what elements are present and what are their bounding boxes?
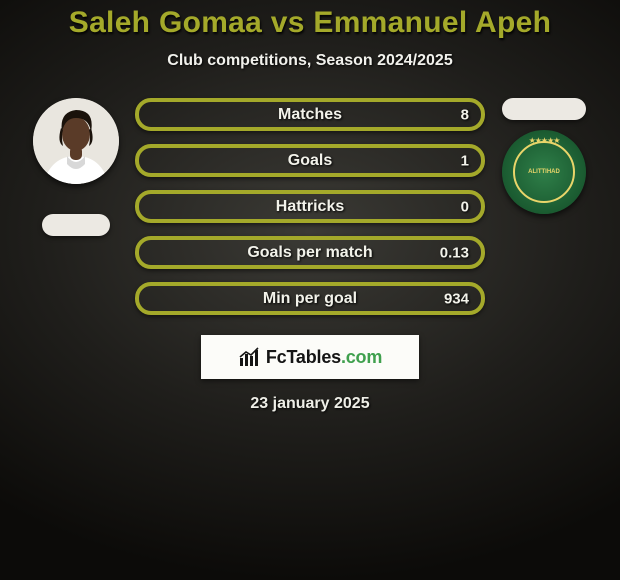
- stat-right-value: 1: [461, 152, 469, 169]
- left-side: [21, 98, 131, 236]
- brand-chart-icon: [238, 346, 262, 368]
- stat-bar: Min per goal 934: [135, 282, 485, 315]
- stat-right-value: 0.13: [440, 244, 469, 261]
- player-left-club-pill: [42, 214, 110, 236]
- brand-text: FcTables.com: [266, 347, 382, 368]
- player-right-club-crest: ★★★★★ ALITTIHAD: [502, 130, 586, 214]
- crest-inner: ALITTIHAD: [513, 141, 575, 203]
- page-title: Saleh Gomaa vs Emmanuel Apeh: [69, 6, 551, 40]
- container: Saleh Gomaa vs Emmanuel Apeh Club compet…: [0, 0, 620, 580]
- crest-text: ALITTIHAD: [528, 169, 560, 176]
- player-right-pill: [502, 98, 586, 120]
- brand-badge: FcTables.com: [201, 335, 419, 379]
- stat-label: Min per goal: [263, 290, 357, 308]
- stat-label: Goals: [288, 152, 332, 170]
- brand-suffix: .com: [341, 347, 382, 367]
- brand-name: FcTables: [266, 347, 341, 367]
- right-side: ★★★★★ ALITTIHAD: [489, 98, 599, 214]
- player-left-avatar-svg: [33, 98, 119, 184]
- stat-label: Matches: [278, 106, 342, 124]
- stat-bar: Matches 8: [135, 98, 485, 131]
- stat-bar: Goals per match 0.13: [135, 236, 485, 269]
- stat-right-value: 8: [461, 106, 469, 123]
- stat-bar: Goals 1: [135, 144, 485, 177]
- stat-bar: Hattricks 0: [135, 190, 485, 223]
- subtitle: Club competitions, Season 2024/2025: [167, 52, 452, 70]
- player-left-avatar: [33, 98, 119, 184]
- stat-right-value: 0: [461, 198, 469, 215]
- crest-stars-icon: ★★★★★: [529, 136, 560, 145]
- stat-label: Goals per match: [247, 244, 372, 262]
- stat-label: Hattricks: [276, 198, 344, 216]
- stat-right-value: 934: [444, 290, 469, 307]
- main-row: Matches 8 Goals 1 Hattricks 0 Goals per …: [0, 98, 620, 315]
- stat-bars: Matches 8 Goals 1 Hattricks 0 Goals per …: [135, 98, 485, 315]
- date-text: 23 january 2025: [250, 395, 369, 413]
